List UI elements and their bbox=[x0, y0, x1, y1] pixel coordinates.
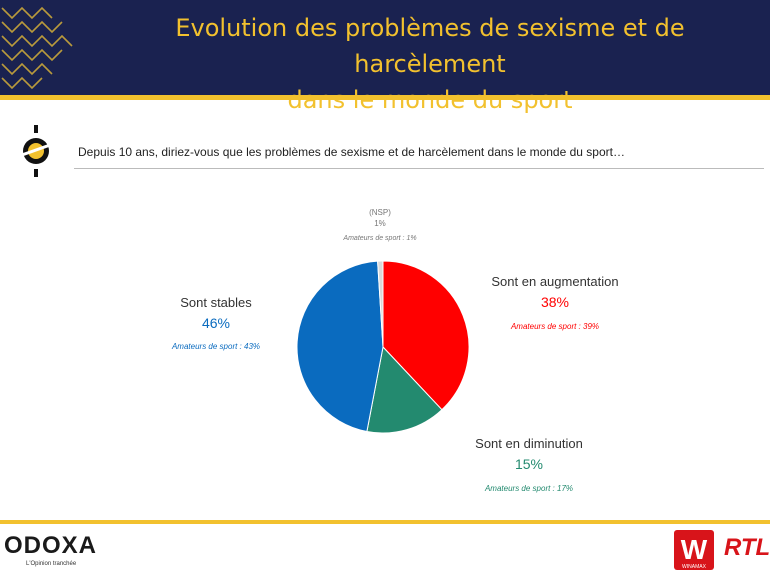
label-stables: Sont stables 46% Amateurs de sport : 43% bbox=[171, 295, 260, 351]
stables-sub: Amateurs de sport : 43% bbox=[171, 342, 260, 351]
odoxa-coin-icon bbox=[22, 125, 50, 177]
label-augmentation: Sont en augmentation 38% Amateurs de spo… bbox=[491, 274, 618, 331]
pie-chart: (NSP) 1% Amateurs de sport : 1% Sont en … bbox=[171, 208, 619, 493]
odoxa-tagline: L'Opinion tranchée bbox=[26, 561, 77, 567]
augmentation-label: Sont en augmentation bbox=[491, 274, 618, 289]
header-divider bbox=[0, 95, 770, 100]
page-title: Evolution des problèmes de sexisme et de… bbox=[110, 10, 750, 118]
label-nsp: (NSP) 1% Amateurs de sport : 1% bbox=[342, 208, 416, 242]
svg-text:W: W bbox=[681, 534, 708, 565]
diminution-pct: 15% bbox=[515, 456, 543, 472]
title-line-2: dans le monde du sport bbox=[287, 86, 573, 114]
odoxa-logo: ODOXA bbox=[4, 532, 98, 559]
augmentation-pct: 38% bbox=[541, 294, 569, 310]
augmentation-sub: Amateurs de sport : 39% bbox=[510, 322, 599, 331]
question-text: Depuis 10 ans, diriez-vous que les probl… bbox=[78, 145, 625, 159]
stables-pct: 46% bbox=[202, 315, 230, 331]
rtl-logo: RTL bbox=[724, 534, 770, 561]
question-underline bbox=[74, 168, 764, 169]
pie-slice-sont-en-diminution bbox=[366, 345, 443, 434]
pie-slice-nsp bbox=[377, 260, 384, 348]
nsp-label: (NSP) bbox=[369, 208, 391, 217]
header-banner: Evolution des problèmes de sexisme et de… bbox=[0, 0, 770, 114]
footer-divider bbox=[0, 520, 770, 524]
pie-slice-sont-stables bbox=[296, 260, 384, 433]
diminution-label: Sont en diminution bbox=[475, 436, 583, 451]
stables-label: Sont stables bbox=[180, 295, 252, 310]
label-diminution: Sont en diminution 15% Amateurs de sport… bbox=[475, 436, 583, 493]
pie-slice-sont-en-augmentation bbox=[382, 260, 470, 411]
svg-text:WINAMAX: WINAMAX bbox=[682, 564, 707, 570]
nsp-sub: Amateurs de sport : 1% bbox=[342, 235, 416, 242]
winamax-logo: W WINAMAX bbox=[674, 530, 714, 570]
diminution-sub: Amateurs de sport : 17% bbox=[484, 484, 573, 493]
title-line-1: Evolution des problèmes de sexisme et de… bbox=[175, 14, 685, 78]
chevron-pattern bbox=[1, 6, 73, 90]
nsp-pct: 1% bbox=[374, 219, 386, 228]
